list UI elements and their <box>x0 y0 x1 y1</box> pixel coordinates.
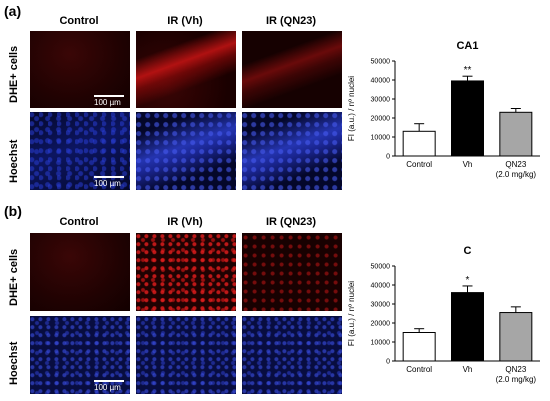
y-tick-label: 0 <box>386 154 390 161</box>
x-tick-label: Vh <box>463 160 473 169</box>
micrograph-dhe-control-a: 100 µm <box>30 31 130 108</box>
x-tick-label: Control <box>406 160 432 169</box>
micrograph-dhe-ir-vh-a <box>136 31 236 108</box>
x-tick-sublabel: (2.0 mg/kg) <box>496 375 537 384</box>
chart-title: CA1 <box>456 40 478 52</box>
y-tick-label: 50000 <box>371 59 391 66</box>
significance-marker: ** <box>464 65 472 76</box>
y-tick-label: 20000 <box>371 321 391 328</box>
x-tick-label: Vh <box>463 365 473 374</box>
x-tick-label: QN23 <box>505 160 526 169</box>
y-axis-label: FI (a.u.) / nº nuclei <box>347 76 356 141</box>
bar-vh <box>451 80 484 157</box>
chart-title: C <box>464 245 472 257</box>
y-tick-label: 30000 <box>371 97 391 104</box>
column-header-ir-qn23-a: IR (QN23) <box>265 15 317 27</box>
row-label-dhe-a: DHE+ cells <box>8 45 20 103</box>
panel-label-a: (a) <box>4 3 22 19</box>
x-tick-sublabel: (2.0 mg/kg) <box>496 170 537 179</box>
y-tick-label: 10000 <box>371 340 391 347</box>
bar-control <box>402 332 436 362</box>
scale-bar-label: 100 µm <box>94 383 121 392</box>
x-tick-label: Control <box>406 365 432 374</box>
column-header-control-a: Control <box>59 15 99 27</box>
scale-bar-label: 100 µm <box>94 179 121 188</box>
row-label-hoechst-a: Hoechst <box>8 139 20 183</box>
y-tick-label: 40000 <box>371 78 391 85</box>
bar-chart-ca1: CA1 FI (a.u.) / nº nuclei 0 10000 20000 30000… <box>347 40 540 179</box>
micrograph-hoechst-control-b: 100 µm <box>30 316 130 394</box>
column-header-ir-qn23-b: IR (QN23) <box>265 216 317 228</box>
scale-bar <box>94 95 124 97</box>
y-tick-label: 50000 <box>371 264 391 271</box>
micrograph-dhe-ir-qn23-b <box>242 233 342 311</box>
scale-bar <box>94 176 124 178</box>
x-tick-label: QN23 <box>505 365 526 374</box>
micrograph-hoechst-ir-vh-a <box>136 112 236 190</box>
y-tick-label: 10000 <box>371 135 391 142</box>
bar-chart-c: C FI (a.u.) / nº nuclei 0 10000 20000 30000 40… <box>347 245 540 384</box>
micrograph-hoechst-ir-vh-b <box>136 316 236 394</box>
y-tick-label: 0 <box>386 359 390 366</box>
panel-label-b: (b) <box>4 203 22 219</box>
significance-marker: * <box>466 275 470 286</box>
bar-control <box>402 130 436 157</box>
micrograph-hoechst-control-a: 100 µm <box>30 112 130 190</box>
micrograph-hoechst-ir-qn23-a <box>242 112 342 190</box>
scale-bar-label: 100 µm <box>94 98 121 107</box>
micrograph-hoechst-ir-qn23-b <box>242 316 342 394</box>
bar-qn23 <box>499 312 533 362</box>
y-axis-label: FI (a.u.) / nº nuclei <box>347 281 356 346</box>
bar-vh <box>451 292 484 362</box>
bar-qn23 <box>499 111 533 157</box>
column-header-ir-vh-a: IR (Vh) <box>167 15 203 27</box>
column-header-control-b: Control <box>59 216 99 228</box>
micrograph-dhe-ir-vh-b <box>136 233 236 311</box>
row-label-dhe-b: DHE+ cells <box>8 248 20 306</box>
y-tick-label: 20000 <box>371 116 391 123</box>
row-label-hoechst-b: Hoechst <box>8 341 20 385</box>
y-tick-label: 40000 <box>371 283 391 290</box>
micrograph-dhe-control-b <box>30 233 130 311</box>
y-tick-label: 30000 <box>371 302 391 309</box>
micrograph-dhe-ir-qn23-a <box>242 31 342 108</box>
column-header-ir-vh-b: IR (Vh) <box>167 216 203 228</box>
scale-bar <box>94 380 124 382</box>
